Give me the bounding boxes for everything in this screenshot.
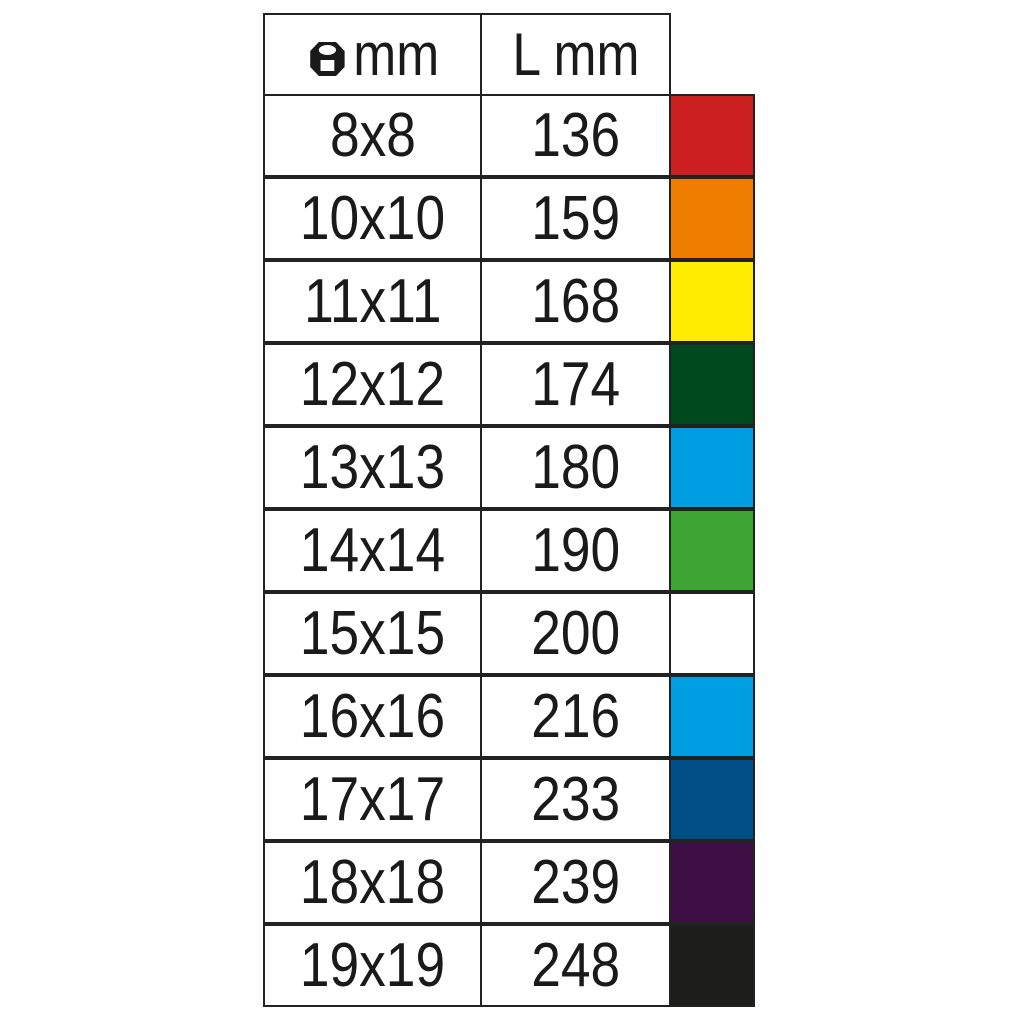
color-swatch [669,260,755,343]
table-row: 12x12 174 [263,343,755,426]
color-swatch [669,94,755,177]
size-cell: 16x16 [263,675,482,758]
length-cell: 233 [480,758,671,841]
table-row: 10x10 159 [263,177,755,260]
table-row: 17x17 233 [263,758,755,841]
length-cell: 248 [480,924,671,1007]
length-cell: 180 [480,426,671,509]
header-length: L mm [480,13,671,96]
color-swatch [669,343,755,426]
length-cell: 174 [480,343,671,426]
header-size-label: mm [352,20,439,88]
table-row: 8x8 136 [263,94,755,177]
header-size: mm [263,13,482,96]
color-swatch [669,509,755,592]
table-row: 14x14 190 [263,509,755,592]
size-cell: 15x15 [263,592,482,675]
size-cell: 8x8 [263,94,482,177]
size-cell: 13x13 [263,426,482,509]
color-swatch [669,841,755,924]
table-row: 18x18 239 [263,841,755,924]
length-cell: 190 [480,509,671,592]
table-row: 16x16 216 [263,675,755,758]
color-swatch [669,426,755,509]
length-cell: 136 [480,94,671,177]
size-cell: 14x14 [263,509,482,592]
size-cell: 11x11 [263,260,482,343]
table-row: 13x13 180 [263,426,755,509]
length-cell: 159 [480,177,671,260]
length-cell: 168 [480,260,671,343]
size-cell: 17x17 [263,758,482,841]
length-cell: 200 [480,592,671,675]
header-row: mm L mm [263,13,755,96]
table-row: 11x11 168 [263,260,755,343]
size-cell: 12x12 [263,343,482,426]
size-cell: 10x10 [263,177,482,260]
color-swatch [669,758,755,841]
color-swatch [669,592,755,675]
color-swatch [669,924,755,1007]
color-swatch [669,177,755,260]
length-cell: 239 [480,841,671,924]
table-row: 15x15 200 [263,592,755,675]
color-swatch [669,675,755,758]
size-cell: 18x18 [263,841,482,924]
hex-nut-icon [309,41,345,76]
size-cell: 19x19 [263,924,482,1007]
table-row: 19x19 248 [263,924,755,1007]
length-cell: 216 [480,675,671,758]
